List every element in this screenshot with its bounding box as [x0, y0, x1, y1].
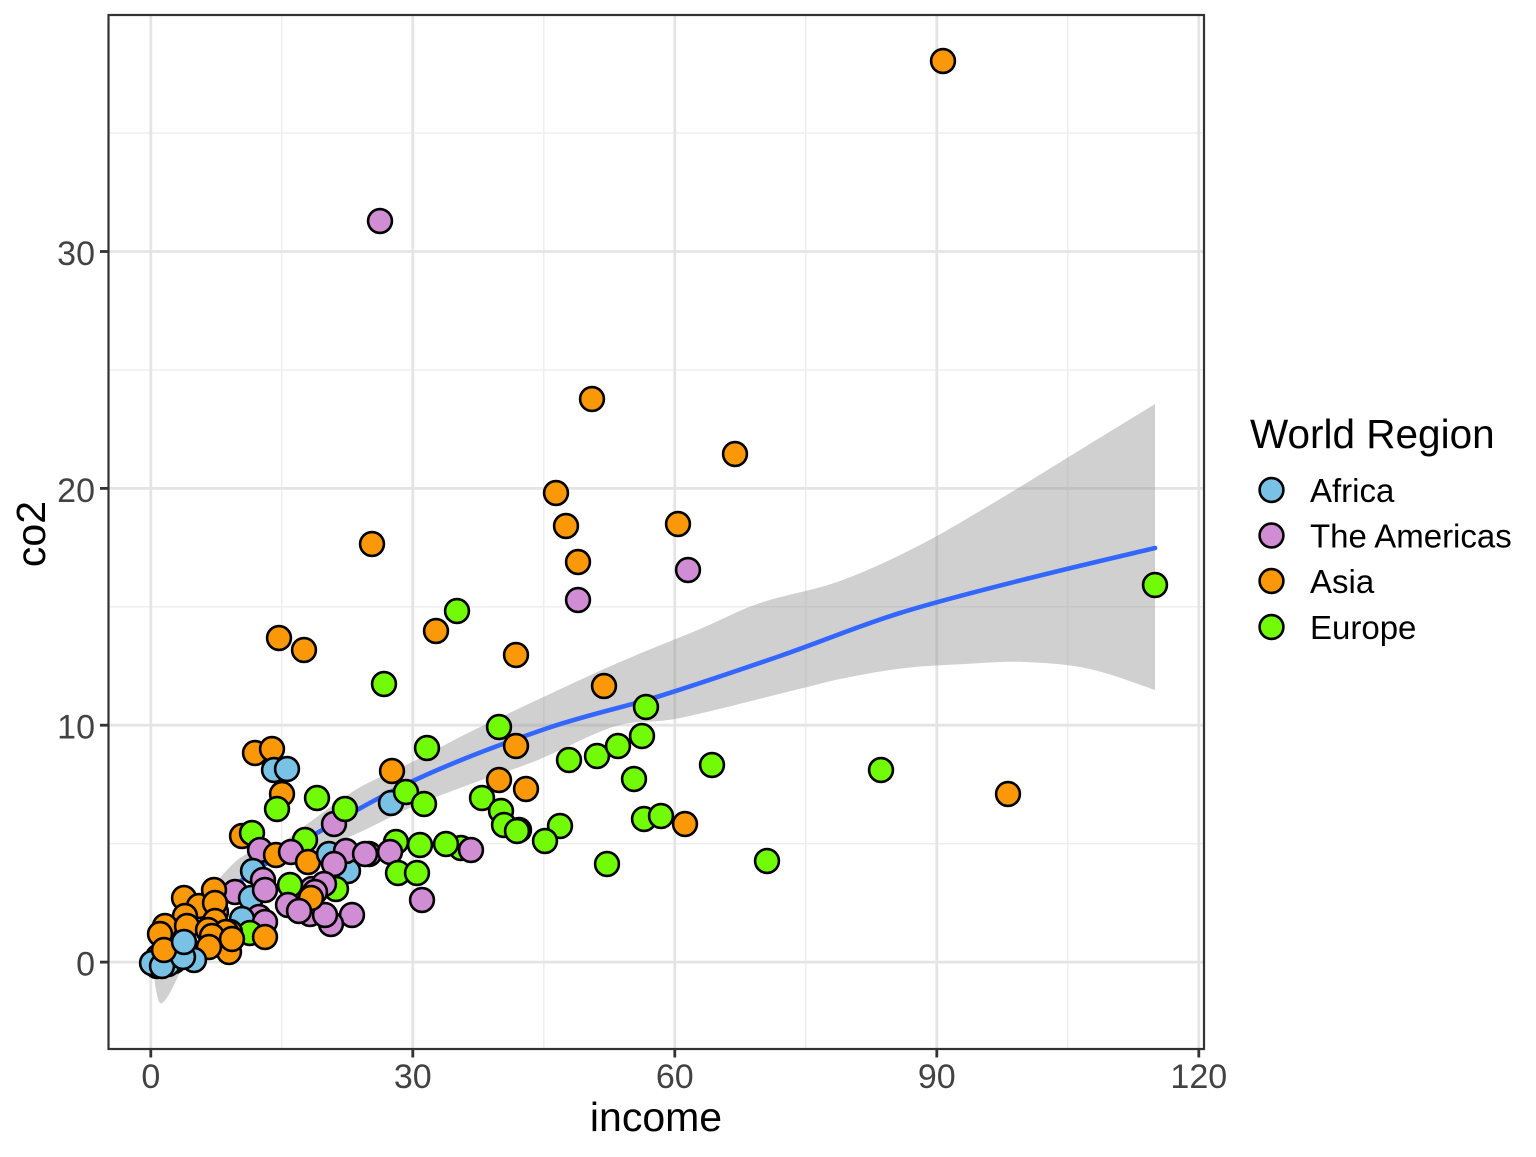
svg-text:Africa: Africa [1310, 472, 1395, 509]
svg-text:Asia: Asia [1310, 563, 1375, 600]
svg-text:0: 0 [141, 1058, 160, 1096]
svg-text:20: 20 [57, 472, 95, 510]
svg-text:co2: co2 [8, 501, 54, 567]
svg-text:90: 90 [918, 1058, 956, 1096]
svg-text:The Americas: The Americas [1310, 518, 1512, 555]
svg-text:income: income [590, 1094, 722, 1140]
svg-text:60: 60 [656, 1058, 694, 1096]
svg-text:World Region: World Region [1250, 411, 1495, 457]
svg-text:Europe: Europe [1310, 609, 1416, 646]
svg-text:120: 120 [1170, 1058, 1227, 1096]
svg-text:30: 30 [394, 1058, 432, 1096]
svg-text:0: 0 [76, 946, 95, 984]
svg-text:30: 30 [57, 235, 95, 273]
svg-text:10: 10 [57, 709, 95, 747]
